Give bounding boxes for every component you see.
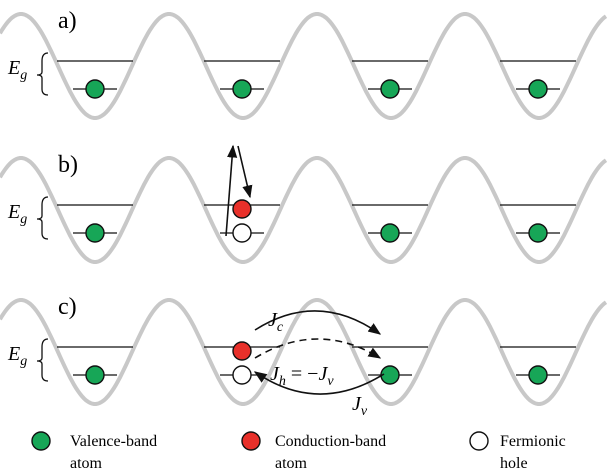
valence-atom — [86, 366, 104, 384]
valence-atom — [381, 224, 399, 242]
valence-atom — [86, 224, 104, 242]
jv-label: Jv — [352, 393, 368, 419]
legend-text: atom — [70, 455, 103, 472]
panel-label: b) — [58, 152, 78, 178]
panel-label: c) — [58, 294, 77, 320]
legend-red-atom — [242, 432, 260, 450]
gap-subscript: g — [20, 354, 27, 369]
valence-atom — [529, 224, 547, 242]
conduction-atom — [233, 342, 251, 360]
excitation-arrow — [226, 146, 233, 236]
gap-symbol: E — [7, 343, 20, 365]
legend-text: hole — [500, 455, 528, 472]
conduction-atom — [233, 200, 251, 218]
legend-text: Fermionic — [500, 433, 566, 450]
gap-label: Eg — [7, 343, 27, 369]
jc-label: Jc — [268, 309, 284, 335]
panel-label: a) — [58, 8, 77, 34]
gap-label: Eg — [7, 57, 27, 83]
legend-text: atom — [275, 455, 308, 472]
potential-curve — [0, 300, 606, 404]
legend-text: Valence-band — [70, 433, 157, 450]
gap-brace — [37, 339, 48, 381]
gap-brace — [37, 197, 48, 239]
valence-atom — [233, 80, 251, 98]
gap-symbol: E — [7, 57, 20, 79]
valence-atom — [529, 366, 547, 384]
legend-green-atom — [32, 432, 50, 450]
gap-subscript: g — [20, 68, 27, 83]
gap-subscript: g — [20, 212, 27, 227]
hole — [233, 366, 251, 384]
legend-hole — [470, 432, 488, 450]
gap-brace — [37, 53, 48, 95]
valence-atom — [381, 80, 399, 98]
panels: a) Eg b) Eg c) Eg — [0, 8, 606, 404]
valence-atom — [529, 80, 547, 98]
gap-label: Eg — [7, 201, 27, 227]
legend-text: Conduction-band — [275, 433, 386, 450]
figure: a) Eg b) Eg c) Eg Jc Jh = −Jv Jv Valence-band… — [0, 0, 607, 475]
potential-curve — [0, 158, 606, 262]
jh-arrow — [255, 339, 380, 358]
jh-label: Jh = −Jv — [270, 363, 334, 389]
potential-curve — [0, 14, 606, 118]
gap-symbol: E — [7, 201, 20, 223]
valence-atom — [86, 80, 104, 98]
relaxation-arrow — [238, 146, 250, 197]
hole — [233, 224, 251, 242]
